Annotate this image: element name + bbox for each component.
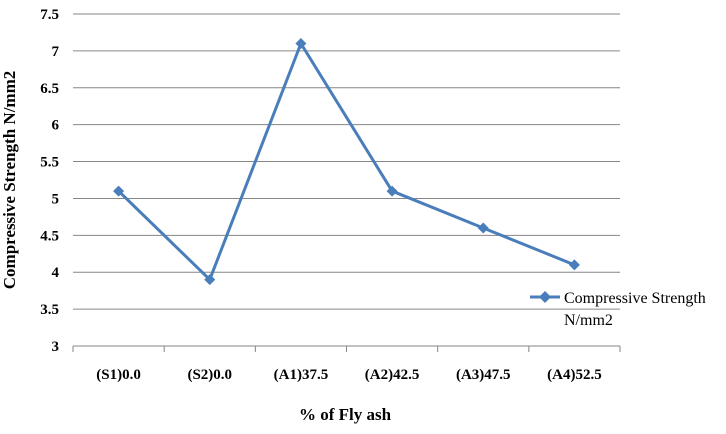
data-point-marker [204, 274, 216, 286]
x-axis-ticks: (S1)0.0 (S2)0.0 (A1)37.5 (A2)42.5 (A3)47.5 (A… [72, 346, 621, 383]
x-tick-label: (A2)42.5 [365, 367, 420, 383]
legend: Compressive Strength N/mm2 [530, 290, 706, 329]
y-tick-label: 6.5 [40, 81, 59, 97]
legend-label-line-2: N/mm2 [564, 312, 613, 329]
x-axis-label: % of Fly ash [299, 405, 392, 424]
y-axis-ticks: 3 3.5 4 4.5 5 5.5 6 6.5 7 7.5 [40, 7, 59, 355]
series-lines [117, 42, 575, 282]
series-line [117, 42, 575, 282]
x-tick-label: (S2)0.0 [187, 367, 232, 383]
y-tick-label: 3 [52, 339, 60, 355]
data-point-marker [295, 38, 307, 50]
gridlines [73, 13, 620, 310]
x-tick-label: (A4)52.5 [547, 367, 602, 383]
y-tick-label: 7.5 [40, 7, 59, 23]
y-axis-label: Compressive Strength N/mm2 [0, 71, 19, 289]
x-tick-label: (A3)47.5 [456, 367, 511, 383]
x-tick-label: (S1)0.0 [96, 367, 141, 383]
y-tick-label: 5.5 [40, 155, 59, 171]
data-point-marker [113, 185, 125, 197]
y-tick-label: 3.5 [40, 302, 59, 318]
y-tick-label: 4.5 [40, 228, 59, 244]
x-tick-label: (A1)37.5 [274, 367, 329, 383]
legend-label-line-1: Compressive Strength [564, 290, 706, 307]
data-point-marker [386, 185, 398, 197]
data-point-marker [477, 222, 489, 234]
y-tick-label: 5 [52, 191, 60, 207]
y-tick-label: 4 [52, 265, 60, 281]
y-tick-label: 7 [52, 44, 60, 60]
y-tick-label: 6 [52, 118, 60, 134]
data-point-marker [568, 259, 580, 271]
legend-marker [539, 291, 551, 303]
series-markers [113, 38, 580, 286]
